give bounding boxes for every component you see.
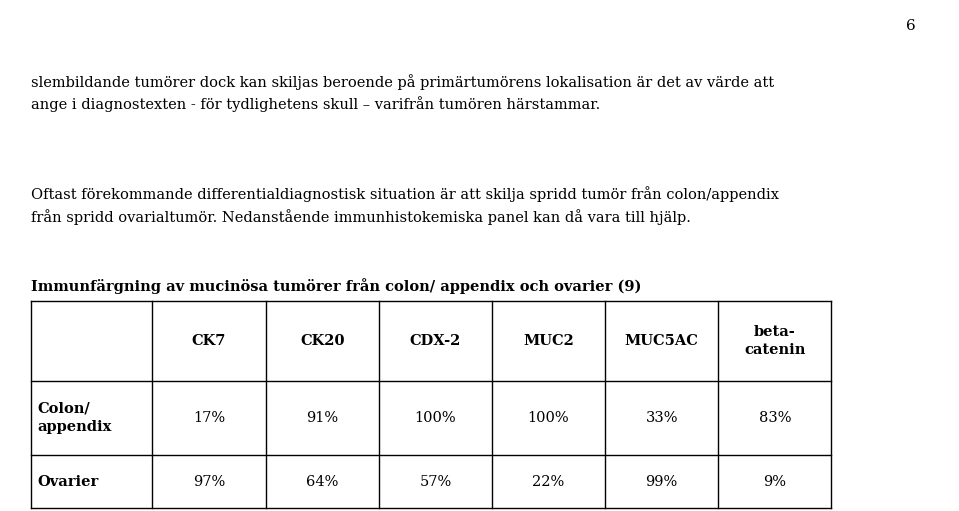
Text: 17%: 17% xyxy=(193,411,225,425)
Text: 6: 6 xyxy=(906,19,916,33)
Text: slembildande tumörer dock kan skiljas beroende på primärtumörens lokalisation är: slembildande tumörer dock kan skiljas be… xyxy=(31,74,774,112)
Text: MUC5AC: MUC5AC xyxy=(624,334,699,348)
Text: Ovarier: Ovarier xyxy=(37,475,99,489)
Text: 83%: 83% xyxy=(759,411,791,425)
Text: 9%: 9% xyxy=(763,475,786,489)
Text: CK7: CK7 xyxy=(192,334,226,348)
Text: Immunfärgning av mucinösa tumörer från colon/ appendix och ovarier (9): Immunfärgning av mucinösa tumörer från c… xyxy=(31,278,641,294)
Text: 100%: 100% xyxy=(527,411,570,425)
Text: 64%: 64% xyxy=(306,475,339,489)
Text: 100%: 100% xyxy=(414,411,456,425)
Text: MUC2: MUC2 xyxy=(523,334,574,348)
Text: 33%: 33% xyxy=(645,411,678,425)
Text: 97%: 97% xyxy=(193,475,225,489)
Text: CDX-2: CDX-2 xyxy=(409,334,461,348)
Text: CK20: CK20 xyxy=(300,334,344,348)
Text: beta-
catenin: beta- catenin xyxy=(744,325,806,357)
Text: Colon/
appendix: Colon/ appendix xyxy=(37,402,112,434)
Text: 22%: 22% xyxy=(532,475,565,489)
Text: 91%: 91% xyxy=(306,411,339,425)
Text: 99%: 99% xyxy=(645,475,678,489)
Text: Oftast förekommande differentialdiagnostisk situation är att skilja spridd tumör: Oftast förekommande differentialdiagnost… xyxy=(31,187,779,225)
Text: 57%: 57% xyxy=(419,475,452,489)
